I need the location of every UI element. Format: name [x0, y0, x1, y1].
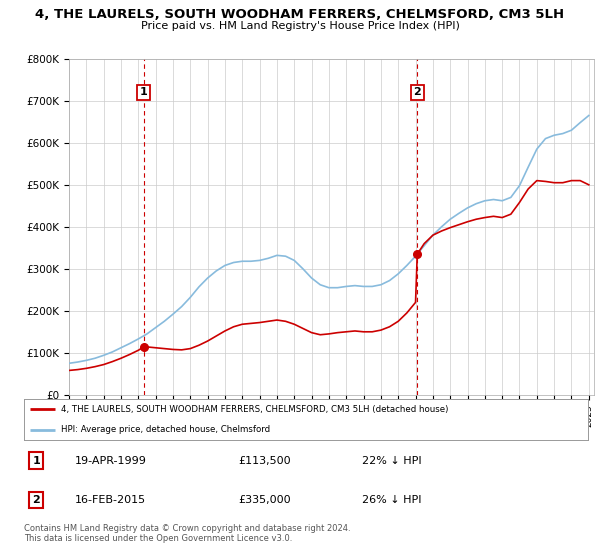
Text: 22% ↓ HPI: 22% ↓ HPI	[362, 456, 422, 465]
Text: 4, THE LAURELS, SOUTH WOODHAM FERRERS, CHELMSFORD, CM3 5LH (detached house): 4, THE LAURELS, SOUTH WOODHAM FERRERS, C…	[61, 405, 448, 414]
Text: 1: 1	[140, 87, 148, 97]
Text: 2: 2	[32, 495, 40, 505]
Text: £113,500: £113,500	[238, 456, 291, 465]
Text: 16-FEB-2015: 16-FEB-2015	[75, 495, 146, 505]
Text: Price paid vs. HM Land Registry's House Price Index (HPI): Price paid vs. HM Land Registry's House …	[140, 21, 460, 31]
Text: 2: 2	[413, 87, 421, 97]
Text: 1: 1	[32, 456, 40, 465]
Text: £335,000: £335,000	[238, 495, 291, 505]
Text: HPI: Average price, detached house, Chelmsford: HPI: Average price, detached house, Chel…	[61, 425, 270, 434]
Text: 26% ↓ HPI: 26% ↓ HPI	[362, 495, 422, 505]
Text: 19-APR-1999: 19-APR-1999	[75, 456, 146, 465]
Text: Contains HM Land Registry data © Crown copyright and database right 2024.
This d: Contains HM Land Registry data © Crown c…	[24, 524, 350, 543]
Text: 4, THE LAURELS, SOUTH WOODHAM FERRERS, CHELMSFORD, CM3 5LH: 4, THE LAURELS, SOUTH WOODHAM FERRERS, C…	[35, 8, 565, 21]
